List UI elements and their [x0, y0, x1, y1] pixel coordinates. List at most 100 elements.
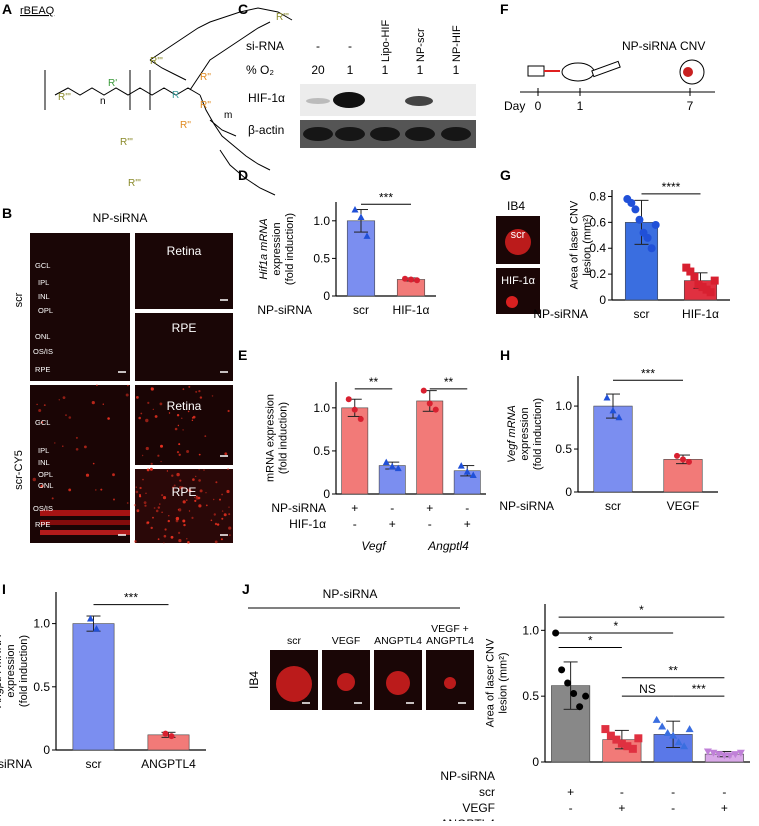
- data-point: [402, 275, 408, 282]
- speckle: [100, 488, 103, 491]
- speckle: [224, 452, 228, 456]
- data-point: [710, 276, 719, 285]
- panel-letter-j: J: [242, 581, 250, 597]
- speckle: [194, 499, 197, 502]
- speckle: [152, 408, 154, 410]
- y-tick-label: 0.2: [589, 267, 606, 281]
- speckle: [178, 508, 182, 512]
- data-point: [606, 731, 615, 740]
- j-image-label-combo: VEGF + ANGPTL4: [426, 623, 474, 647]
- data-point: [651, 220, 660, 229]
- condition-row-label: HIF-1α: [289, 517, 326, 531]
- rpe-label-cy5: RPE: [172, 485, 197, 499]
- n-subscript: n: [100, 96, 106, 107]
- panel-g-insets: IB4 scr HIF-1α: [496, 199, 540, 314]
- speckle: [113, 498, 115, 501]
- speckle: [160, 444, 163, 448]
- r-group-label-1: R''': [58, 92, 71, 103]
- speckle: [211, 395, 214, 397]
- panel-b: B NP-siRNA scr scr-CY5 GCL IPL INL OPL O…: [2, 205, 233, 544]
- speckle: [75, 436, 78, 439]
- speckle: [136, 509, 140, 513]
- speckle: [96, 384, 98, 387]
- speckle: [179, 479, 182, 482]
- speckle: [38, 409, 42, 412]
- speckle: [199, 489, 203, 493]
- significance-label: **: [369, 375, 379, 389]
- data-point: [87, 615, 94, 622]
- speckle: [227, 409, 230, 413]
- data-point: [658, 722, 667, 730]
- data-point: [93, 625, 100, 632]
- speckle: [205, 492, 207, 494]
- data-point: [463, 468, 471, 475]
- micrograph-scr-section: [30, 233, 130, 381]
- condition-sign: -: [428, 517, 432, 531]
- panel-letter-e: E: [238, 347, 247, 363]
- j-image-label-combo-line: VEGF +: [431, 623, 469, 635]
- y-axis-label: mRNA expression(fold induction): [265, 394, 290, 482]
- speckle: [144, 504, 147, 507]
- significance-label: *: [588, 633, 593, 647]
- speckle: [85, 473, 90, 477]
- speckle: [75, 448, 79, 451]
- y-tick-label: 0: [599, 293, 606, 307]
- r-group-label-5: R''': [150, 56, 163, 67]
- y-axis-label: Vegf mRNAexpression(fold induction): [506, 398, 544, 470]
- speckle: [187, 410, 190, 413]
- lane-1-o2: 20: [311, 63, 325, 77]
- r-group-label-7: R'': [180, 120, 191, 131]
- speckle: [198, 453, 201, 456]
- data-point: [615, 413, 623, 421]
- y-axis-label-line: expression: [519, 407, 531, 460]
- condition-row-label: NP-siRNA: [440, 769, 495, 783]
- condition-sign: +: [351, 501, 358, 515]
- micrograph-scr-retina: [135, 233, 233, 309]
- speckle: [139, 494, 141, 496]
- y-axis-label: Hif1a mRNAexpression(fold induction): [258, 213, 296, 285]
- y-tick-label: 0: [323, 289, 330, 303]
- y-axis-label-line: (fold induction): [18, 635, 30, 707]
- speckle: [43, 404, 46, 406]
- condition-sign: -: [390, 501, 394, 515]
- y-tick-label: 0.5: [522, 689, 539, 703]
- data-point: [736, 749, 745, 757]
- data-point: [570, 690, 578, 698]
- g-inset-hif: [496, 268, 540, 314]
- speckle: [145, 418, 149, 423]
- speckle: [188, 510, 191, 512]
- y-tick-label: 0.6: [589, 215, 606, 229]
- row-label-scr: scr: [13, 292, 25, 307]
- data-point: [357, 213, 365, 221]
- speckle: [140, 412, 143, 415]
- speckle: [220, 538, 223, 541]
- speckle: [226, 489, 230, 494]
- y-tick-label: 0: [43, 743, 50, 757]
- bar: [341, 407, 369, 495]
- lane-5-o2: 1: [453, 63, 460, 77]
- speckle: [172, 486, 174, 489]
- data-point: [388, 462, 396, 470]
- bar: [416, 400, 444, 495]
- data-point: [631, 205, 640, 214]
- data-point: [420, 387, 427, 394]
- speckle: [164, 528, 167, 531]
- speckle: [160, 460, 162, 463]
- speckle: [187, 541, 190, 544]
- speckle: [192, 478, 195, 481]
- category-label: ANGPTL4: [141, 757, 196, 771]
- laser-icon: [527, 65, 545, 77]
- panel-j-images: J NP-siRNA IB4 scr VEGF ANGPTL4 VEGF + AN…: [242, 581, 474, 710]
- retina-label-cy5: Retina: [167, 399, 202, 413]
- speckle: [221, 517, 224, 520]
- data-point: [612, 735, 621, 744]
- data-point: [351, 406, 358, 413]
- chart-d: D 0 0.5 1.0 Hif1a mRNAexpression(fold induct…: [238, 167, 436, 317]
- speckle: [166, 470, 169, 472]
- data-point: [609, 406, 617, 414]
- speckle: [214, 522, 218, 526]
- condition-sign: +: [464, 517, 471, 531]
- data-point: [669, 731, 678, 739]
- condition-sign: -: [722, 785, 726, 799]
